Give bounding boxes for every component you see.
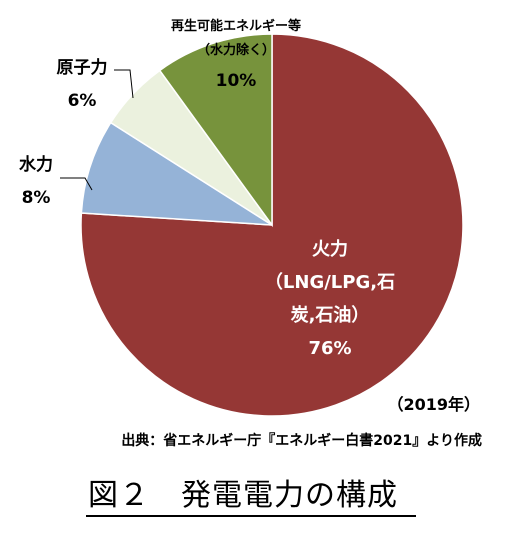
leader-line-nuclear [114,69,134,99]
pie-slice-hydro [80,121,273,226]
leader-line-hydro [60,177,93,191]
pie-slices [80,33,464,417]
caption-underline [86,515,416,517]
source-note: 出典：省エネルギー庁『エネルギー白書2021』より作成 [121,432,482,449]
slice-label-thermal-line-2: （LNG/LPG,石 [265,272,395,293]
slice-label-thermal-line-4: 76% [308,338,351,359]
slice-label-hydro-line-2: 8% [22,188,51,208]
slice-label-nuclear-line-1: 原子力 [57,57,108,78]
year-note: （2019年） [387,395,480,414]
slice-label-thermal-line-1: 火力 [312,239,348,260]
leader-lines [60,69,134,191]
slice-label-renewable-line-1: 再生可能エネルギー等 [171,18,301,34]
pie-slice-renewable [158,33,273,228]
slice-label-thermal-line-3: 炭,石油） [291,304,370,326]
slice-label-renewable-line-3: 10% [216,71,257,91]
slice-label-nuclear-line-2: 6% [68,91,97,111]
pie-slice-thermal [80,33,464,417]
slice-label-renewable-line-2: （水力除く） [197,42,275,58]
slice-labels: 火力 （LNG/LPG,石炭,石油） 76% 水力 8% 原子力 6% 再生可能エネルギー等 （… [19,18,395,359]
figure-caption: 図２ 発電電力の構成 [88,478,398,513]
slice-label-hydro-line-1: 水力 [19,154,53,175]
